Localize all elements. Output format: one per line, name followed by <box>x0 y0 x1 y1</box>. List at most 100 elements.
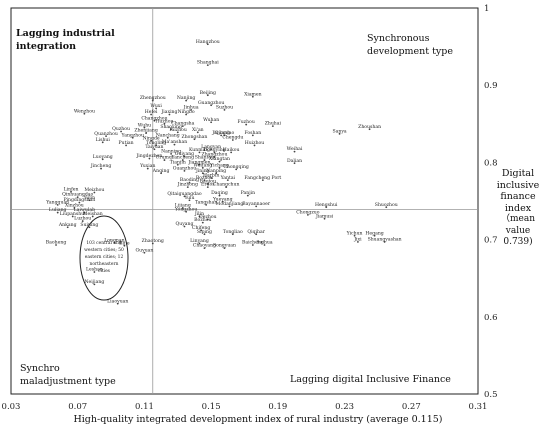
data-point <box>160 172 163 175</box>
point-label: Weihai <box>287 146 303 152</box>
y-tick-label: 0.9 <box>484 81 498 91</box>
point-label: Panjin <box>241 190 255 196</box>
data-point <box>163 122 166 125</box>
point-label: Chaoyang <box>193 243 216 249</box>
data-point <box>253 144 256 147</box>
data-point <box>255 205 258 208</box>
point-label: Baoding <box>180 177 199 183</box>
y-tick-label: 1 <box>484 4 489 14</box>
point-label: Jinhua <box>183 105 199 111</box>
point-label: Urumqi <box>156 155 174 161</box>
point-label: Zhuhai <box>265 121 282 127</box>
data-point <box>231 233 234 236</box>
data-point <box>176 163 179 166</box>
point-label: Jiamusi <box>315 213 334 219</box>
data-point <box>218 160 221 163</box>
point-label: Baoheng <box>46 240 67 246</box>
point-label: Liupanshui <box>60 211 86 217</box>
data-point <box>170 153 173 155</box>
data-point <box>323 217 326 220</box>
point-label: Xi'an <box>192 127 204 133</box>
data-point <box>225 186 228 189</box>
point-label: Zhenjiang <box>134 128 157 134</box>
point-label: Kunming <box>189 147 210 153</box>
point-label: Hengshui <box>315 202 338 208</box>
data-point <box>105 135 107 138</box>
point-label: Fuzhou <box>238 119 255 125</box>
point-label: Qiqihar <box>247 229 265 235</box>
quadrant-bottom-left-line2: maladjustment type <box>20 376 116 387</box>
data-point <box>83 211 86 214</box>
data-point <box>188 181 191 184</box>
data-point <box>223 109 226 111</box>
point-label: Shuozhou <box>375 202 398 208</box>
point-label: Taiyuan <box>145 144 163 150</box>
x-tick-label: 0.07 <box>68 402 87 412</box>
point-label: Yancheng <box>171 155 195 161</box>
point-label: Dalian <box>287 158 302 164</box>
point-label: Yulin <box>83 195 96 201</box>
point-label: Yichang <box>209 162 229 168</box>
data-point <box>190 109 193 111</box>
point-label: Hangzhou <box>196 39 220 45</box>
y-label-note3: 0.739) <box>503 237 533 247</box>
point-label: Longnan <box>104 237 124 243</box>
y-tick-label: 0.6 <box>484 313 498 323</box>
data-point <box>201 166 204 169</box>
quadrant-top-left-line2: integration <box>16 41 76 52</box>
cluster-ellipse <box>79 215 129 301</box>
point-label: Nanchang <box>156 132 180 138</box>
data-point <box>185 99 188 102</box>
plot-frame <box>10 7 479 395</box>
data-point <box>201 172 204 175</box>
quadrant-top-right-line1: Synchronous <box>367 33 430 44</box>
data-point <box>166 136 169 139</box>
y-label-line1: Digital <box>501 168 535 179</box>
point-label: Luzhou <box>74 216 91 222</box>
data-point <box>81 220 84 222</box>
data-point <box>173 143 176 146</box>
point-label: Linfen <box>64 186 79 192</box>
data-point <box>66 226 69 229</box>
data-point <box>306 213 309 216</box>
data-point <box>153 119 156 122</box>
data-point <box>206 186 209 189</box>
point-label: Jiaxing <box>160 109 177 115</box>
point-label: Laiwulab <box>74 207 95 213</box>
data-point <box>203 233 206 236</box>
data-point <box>213 156 216 158</box>
y-tick-label: 0.8 <box>484 158 498 168</box>
point-label: Yangzhou <box>121 132 144 138</box>
data-point <box>56 203 59 206</box>
point-label: Guyuan <box>135 247 153 253</box>
data-point <box>251 244 254 246</box>
y-tick-label: 0.5 <box>484 390 498 400</box>
point-label: Daqing <box>211 190 228 196</box>
data-point <box>101 158 104 161</box>
y-label-note1: （mean <box>500 214 536 224</box>
point-label: Langyan <box>201 144 221 150</box>
point-label: Modanjiang <box>216 201 244 207</box>
data-point <box>93 271 96 273</box>
point-label: Songyuan <box>213 243 236 249</box>
data-point <box>206 43 209 46</box>
point-label: Haikou <box>223 147 240 153</box>
data-point <box>213 151 216 154</box>
data-point <box>235 168 238 171</box>
point-label: Sanya <box>332 128 346 134</box>
quadrant-bottom-right: Lagging digital Inclusive Finance <box>290 374 451 385</box>
point-label: Siping <box>197 229 212 235</box>
data-point <box>353 234 356 237</box>
data-point <box>210 121 213 124</box>
point-label: Shuangyashan <box>368 237 402 243</box>
data-point <box>170 128 173 131</box>
data-point <box>101 141 104 144</box>
point-label: Jiujiang <box>211 130 230 136</box>
data-point <box>150 113 153 116</box>
data-point <box>93 283 96 286</box>
point-label: Ankang <box>58 222 77 228</box>
data-point <box>206 64 209 67</box>
data-point <box>125 144 127 147</box>
data-point <box>223 134 226 137</box>
ellipse-note-line2: western cities; 50 <box>84 248 124 253</box>
